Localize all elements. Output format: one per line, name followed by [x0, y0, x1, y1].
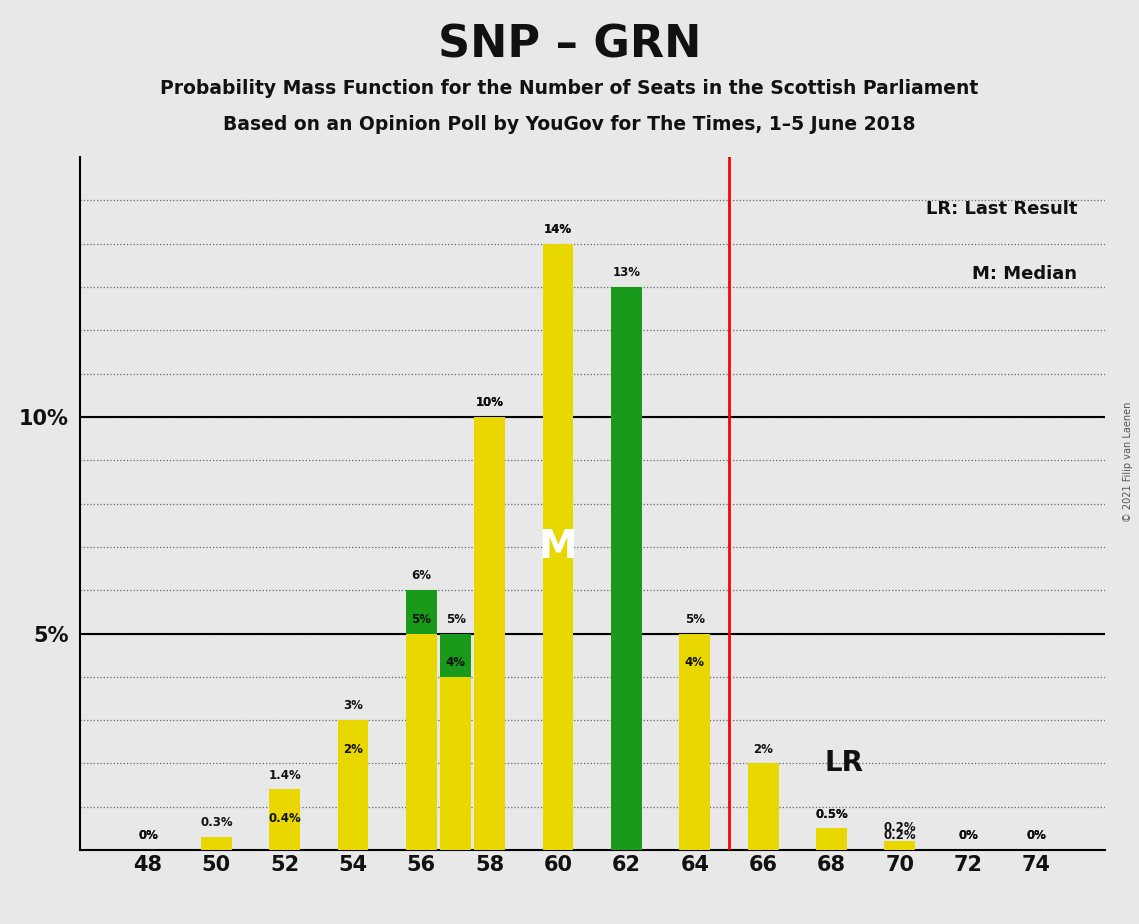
Bar [337, 763, 368, 850]
Text: 6%: 6% [411, 569, 432, 582]
Text: 0%: 0% [958, 829, 978, 843]
Text: 10%: 10% [476, 396, 503, 409]
Text: SNP – GRN: SNP – GRN [437, 23, 702, 67]
Text: 3%: 3% [343, 699, 363, 712]
Text: 0.4%: 0.4% [269, 812, 301, 825]
Text: 0%: 0% [1026, 829, 1047, 843]
Text: M: M [539, 528, 577, 565]
Bar [679, 634, 710, 850]
Text: 1.4%: 1.4% [269, 769, 301, 782]
Bar [816, 829, 847, 850]
Text: 10%: 10% [476, 396, 503, 409]
Text: 5%: 5% [411, 613, 432, 626]
Text: 4%: 4% [445, 656, 466, 669]
Bar [474, 417, 505, 850]
Text: 0.3%: 0.3% [200, 816, 232, 830]
Text: 0.2%: 0.2% [884, 829, 916, 843]
Text: 0%: 0% [138, 829, 158, 843]
Bar [679, 676, 710, 850]
Text: 2%: 2% [343, 743, 363, 756]
Bar [200, 837, 231, 850]
Text: 4%: 4% [685, 656, 705, 669]
Text: 0%: 0% [1026, 829, 1047, 843]
Text: © 2021 Filip van Laenen: © 2021 Filip van Laenen [1123, 402, 1133, 522]
Text: 0%: 0% [138, 829, 158, 843]
Bar [884, 842, 915, 850]
Text: Based on an Opinion Poll by YouGov for The Times, 1–5 June 2018: Based on an Opinion Poll by YouGov for T… [223, 116, 916, 135]
Text: 0.2%: 0.2% [884, 821, 916, 833]
Text: 14%: 14% [544, 223, 572, 236]
Bar [611, 287, 641, 850]
Text: 0.5%: 0.5% [816, 808, 847, 821]
Bar [269, 789, 300, 850]
Bar [542, 244, 573, 850]
Text: LR: Last Result: LR: Last Result [926, 201, 1077, 218]
Text: 5%: 5% [445, 613, 466, 626]
Bar [405, 634, 436, 850]
Text: 0.5%: 0.5% [816, 808, 847, 821]
Bar [474, 417, 505, 850]
Text: 2%: 2% [753, 743, 773, 756]
Text: 13%: 13% [613, 266, 640, 279]
Bar [542, 244, 573, 850]
Bar [816, 829, 847, 850]
Text: 14%: 14% [544, 223, 572, 236]
Bar [337, 720, 368, 850]
Bar [440, 676, 470, 850]
Text: LR: LR [825, 749, 863, 777]
Text: 5%: 5% [685, 613, 705, 626]
Bar [269, 833, 300, 850]
Text: 0%: 0% [958, 829, 978, 843]
Bar [405, 590, 436, 850]
Text: Probability Mass Function for the Number of Seats in the Scottish Parliament: Probability Mass Function for the Number… [161, 79, 978, 98]
Bar [440, 634, 470, 850]
Text: M: Median: M: Median [973, 265, 1077, 284]
Bar [747, 763, 779, 850]
